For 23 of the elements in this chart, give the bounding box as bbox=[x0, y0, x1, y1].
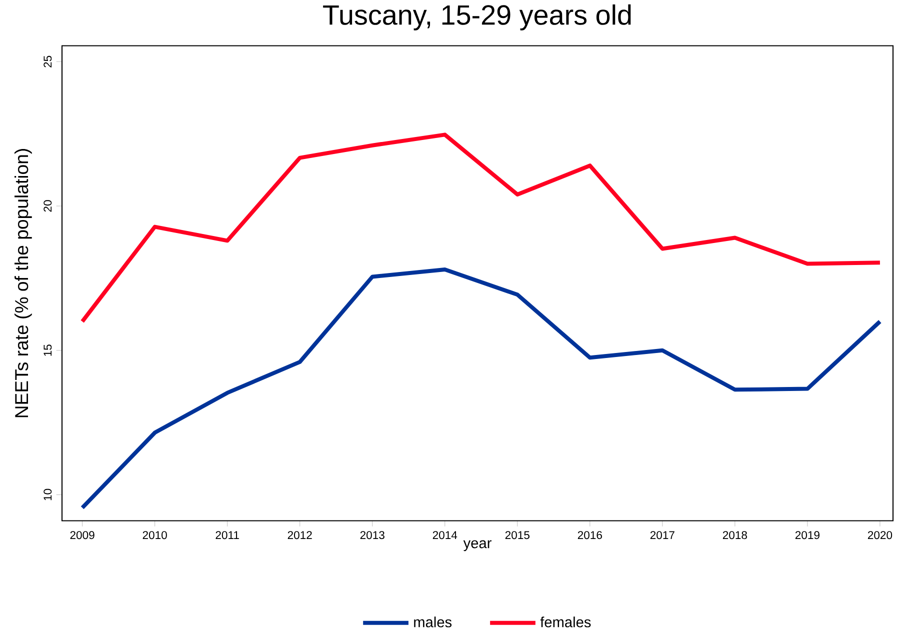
x-tick-label: 2014 bbox=[432, 530, 458, 539]
chart-title: Tuscany, 15-29 years old bbox=[323, 4, 631, 30]
line-series bbox=[80, 132, 882, 324]
x-tick-label: 2015 bbox=[505, 530, 530, 539]
legend-label: females bbox=[540, 616, 591, 628]
x-tick-label: 2009 bbox=[70, 530, 94, 539]
x-tick-label: 2019 bbox=[795, 530, 820, 539]
x-tick-label: 2013 bbox=[360, 530, 384, 539]
x-tick-label: 2017 bbox=[650, 530, 674, 539]
x-tick-label: 2018 bbox=[722, 530, 747, 539]
y-axis-title: NEETs rate (% of the population) bbox=[14, 148, 32, 417]
x-tick-label: 2011 bbox=[216, 530, 239, 539]
y-tick-label: 25 bbox=[44, 56, 52, 68]
line-series bbox=[80, 267, 882, 510]
x-tick-label: 2010 bbox=[142, 530, 167, 539]
x-axis-title: year bbox=[463, 540, 492, 551]
y-tick-label: 15 bbox=[44, 344, 52, 356]
y-tick-label: 10 bbox=[44, 488, 52, 500]
x-tick-label: 2020 bbox=[868, 530, 892, 539]
legend-label: males bbox=[414, 616, 452, 628]
x-tick-label: 2016 bbox=[578, 530, 602, 539]
y-tick-label: 20 bbox=[44, 200, 52, 212]
x-tick-label: 2012 bbox=[288, 530, 312, 539]
